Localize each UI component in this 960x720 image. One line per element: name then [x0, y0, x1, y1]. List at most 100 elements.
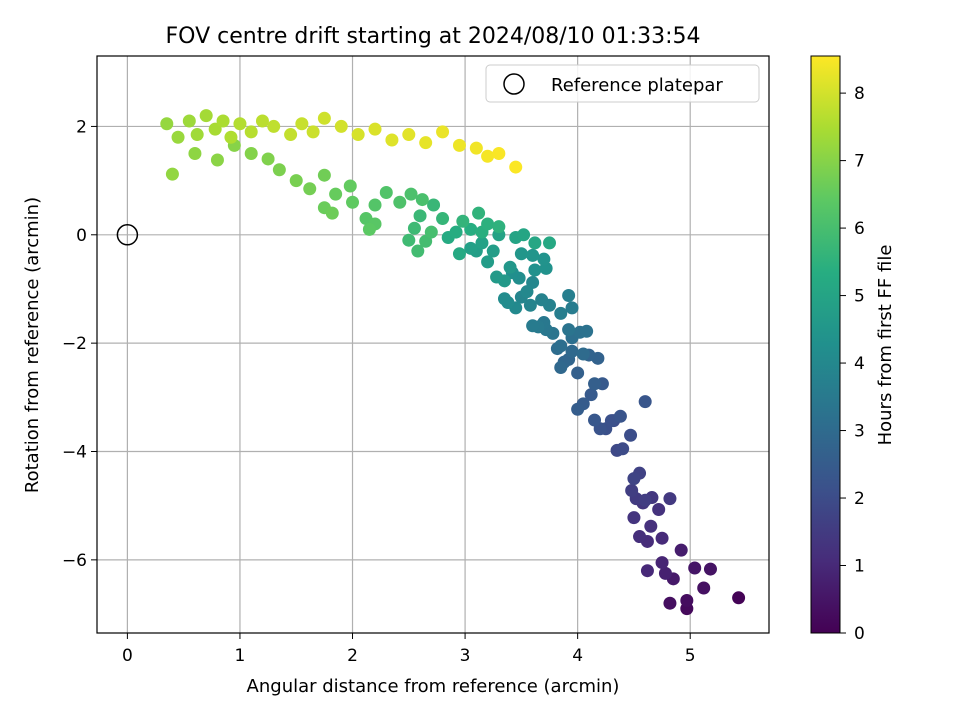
data-point: [481, 255, 495, 269]
colorbar-label: Hours from first FF file: [875, 245, 896, 446]
data-point: [638, 395, 652, 409]
data-point: [208, 122, 222, 136]
data-point: [402, 128, 416, 142]
y-tick-label: 0: [76, 226, 87, 246]
data-point: [346, 195, 360, 209]
data-point: [464, 241, 478, 255]
data-point: [588, 413, 602, 427]
data-point: [303, 182, 317, 196]
x-tick-label: 4: [572, 646, 583, 666]
data-point: [469, 141, 483, 155]
data-point: [427, 198, 441, 212]
data-point: [481, 149, 495, 163]
data-point: [663, 596, 677, 610]
data-point: [216, 114, 230, 128]
colorbar-tick-label: 6: [854, 219, 865, 239]
plot-frame: [96, 55, 770, 634]
colorbar-tick-label: 8: [854, 84, 865, 104]
data-point: [362, 222, 376, 236]
reference-marker: [116, 224, 139, 246]
data-point: [289, 174, 303, 188]
y-tick-label: −6: [62, 551, 87, 571]
data-point: [284, 128, 298, 142]
data-point: [520, 285, 534, 299]
x-tick-label: 1: [235, 646, 246, 666]
data-point: [452, 247, 466, 261]
data-point: [624, 428, 638, 442]
data-point: [182, 114, 196, 128]
data-point: [528, 263, 542, 277]
data-point: [404, 187, 418, 201]
data-point: [411, 244, 425, 258]
x-tick-label: 2: [347, 646, 358, 666]
data-point: [325, 206, 339, 220]
data-point: [199, 109, 213, 123]
data-point: [640, 564, 654, 578]
data-point: [464, 222, 478, 236]
data-point: [472, 206, 486, 220]
data-point: [576, 347, 590, 361]
data-point: [244, 125, 258, 139]
data-point: [565, 301, 579, 315]
colorbar-tick-label: 7: [854, 152, 865, 172]
data-point: [351, 128, 365, 142]
data-point: [584, 388, 598, 402]
data-point: [233, 117, 247, 131]
data-point: [528, 236, 542, 250]
data-point: [571, 402, 585, 416]
data-point: [436, 212, 450, 226]
data-point: [633, 530, 647, 544]
data-point: [343, 179, 357, 193]
data-point: [402, 233, 416, 247]
data-point: [267, 119, 281, 133]
data-point: [486, 244, 500, 258]
data-point: [171, 130, 185, 144]
x-axis-label: Angular distance from reference (arcmin): [247, 676, 620, 697]
data-point: [514, 247, 528, 261]
data-point: [413, 209, 427, 223]
data-point: [334, 119, 348, 133]
data-point: [165, 167, 179, 181]
x-tick-label: 3: [460, 646, 471, 666]
data-point: [663, 492, 677, 506]
data-point: [368, 198, 382, 212]
data-point: [554, 339, 568, 353]
data-point: [379, 186, 393, 200]
data-point: [554, 306, 568, 320]
data-point: [688, 561, 702, 575]
data-point: [492, 147, 506, 161]
colorbar-tick-label: 0: [854, 624, 865, 644]
data-point: [562, 323, 576, 337]
reference-platepar-marker: [116, 224, 139, 246]
data-point: [452, 138, 466, 152]
data-point: [255, 114, 269, 128]
data-point: [210, 153, 224, 167]
data-point: [625, 484, 639, 498]
data-point: [655, 531, 669, 545]
data-point: [224, 130, 238, 144]
colorbar: [810, 55, 841, 634]
data-point: [554, 361, 568, 375]
data-point: [627, 511, 641, 525]
data-point: [535, 293, 549, 307]
data-point: [580, 324, 594, 338]
data-point: [503, 260, 517, 274]
data-point: [407, 221, 421, 235]
data-point: [475, 236, 489, 250]
grid-lines: [97, 56, 769, 633]
data-point: [329, 187, 343, 201]
data-point: [306, 125, 320, 139]
data-point: [658, 566, 672, 580]
data-point: [644, 519, 658, 533]
colorbar-tick-label: 5: [854, 287, 865, 307]
data-point: [190, 128, 204, 142]
data-point: [537, 252, 551, 266]
x-tick-label: 0: [122, 646, 133, 666]
data-point: [368, 122, 382, 136]
y-tick-label: −4: [62, 443, 87, 463]
data-point: [415, 193, 429, 207]
data-point: [295, 117, 309, 131]
colorbar-tick-label: 1: [854, 557, 865, 577]
colorbar-tick-label: 2: [854, 489, 865, 509]
